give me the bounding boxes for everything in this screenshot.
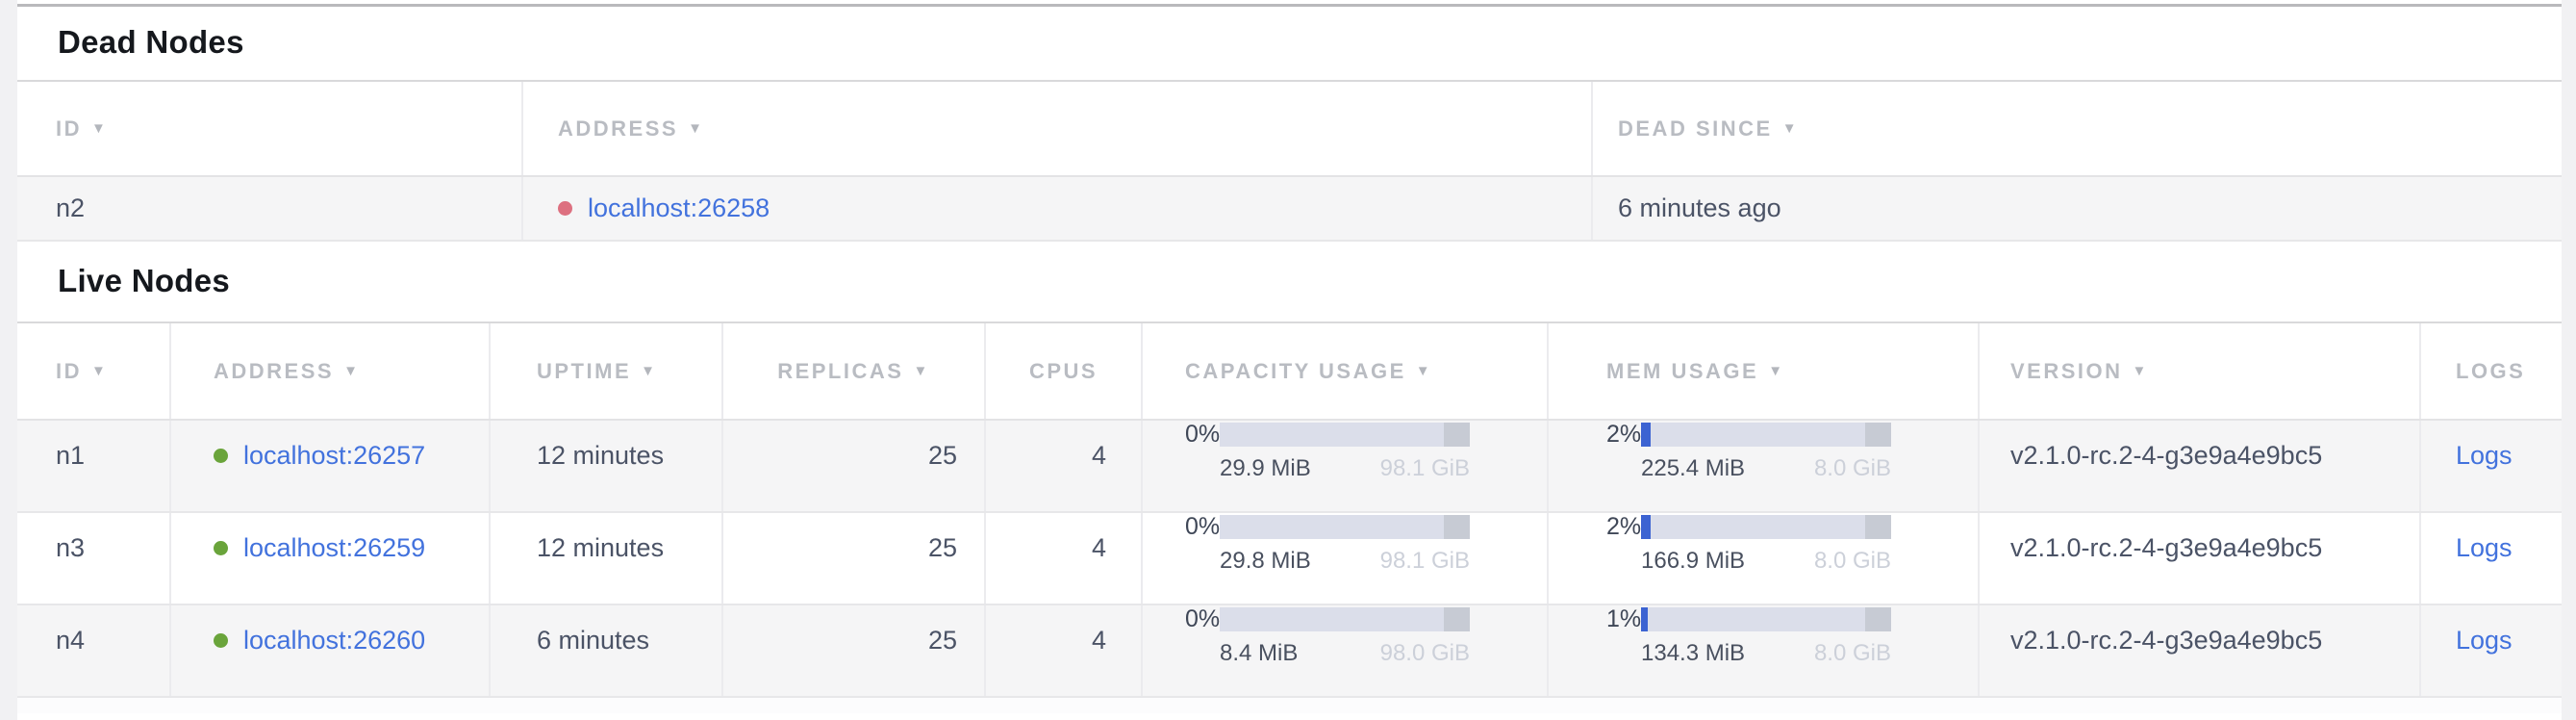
top-divider	[17, 4, 2562, 7]
live-col-header-uptime[interactable]: UPTIME ▼	[491, 323, 723, 419]
live-col-header-capacity-usage[interactable]: CAPACITY USAGE ▼	[1143, 323, 1549, 419]
node-mem-usage-cell: 2% 166.9 MiB 8.0 GiB	[1549, 513, 1980, 604]
node-status-dead-dot-icon	[558, 201, 572, 216]
sort-descending-icon: ▼	[1415, 363, 1433, 379]
node-version-cell: v2.1.0-rc.2-4-g3e9a4e9bc5	[1980, 421, 2421, 511]
mem-usage-bar	[1641, 606, 1891, 631]
node-uptime-cell: 12 minutes	[491, 513, 723, 604]
node-capacity-usage-cell: 0% 29.9 MiB 98.1 GiB	[1143, 421, 1549, 511]
mem-used: 166.9 MiB	[1641, 548, 1746, 574]
live-nodes-title: Live Nodes	[17, 242, 2562, 323]
capacity-usage-bar	[1220, 514, 1470, 539]
node-address-link[interactable]: localhost:26257	[243, 441, 426, 470]
dead-col-header-dead-since[interactable]: DEAD SINCE ▼	[1618, 116, 1800, 141]
node-capacity-usage-cell: 0% 29.8 MiB 98.1 GiB	[1143, 513, 1549, 604]
sort-descending-icon: ▼	[91, 120, 109, 137]
mem-percent: 2%	[1606, 420, 1642, 448]
live-col-header-address[interactable]: ADDRESS ▼	[171, 323, 491, 419]
node-cpus-cell: 4	[986, 421, 1143, 511]
node-address-link[interactable]: localhost:26260	[243, 626, 426, 655]
capacity-total: 98.0 GiB	[1379, 640, 1470, 666]
sort-descending-icon: ▼	[1781, 120, 1800, 137]
live-col-header-id[interactable]: ID ▼	[17, 323, 171, 419]
node-status-live-dot-icon	[214, 633, 228, 648]
logs-link[interactable]: Logs	[2456, 533, 2513, 562]
capacity-used: 29.8 MiB	[1220, 548, 1311, 574]
logs-link[interactable]: Logs	[2456, 626, 2513, 655]
dead-nodes-title: Dead Nodes	[17, 7, 2562, 82]
node-address-cell: localhost:26257	[171, 421, 491, 511]
mem-used: 134.3 MiB	[1641, 640, 1746, 666]
mem-percent: 1%	[1606, 604, 1642, 632]
capacity-percent: 0%	[1185, 512, 1221, 540]
mem-total: 8.0 GiB	[1813, 548, 1891, 574]
live-nodes-header-row: ID ▼ ADDRESS ▼ UPTIME ▼ REPLICAS ▼ CPUS …	[17, 323, 2562, 421]
capacity-percent: 0%	[1185, 604, 1221, 632]
sort-descending-icon: ▼	[913, 363, 930, 379]
capacity-total: 98.1 GiB	[1379, 548, 1470, 574]
capacity-usage-bar	[1220, 606, 1470, 631]
live-node-row: n4 localhost:26260 6 minutes 25 4 0% 8.4…	[17, 605, 2562, 698]
capacity-percent: 0%	[1185, 420, 1221, 448]
logs-link[interactable]: Logs	[2456, 441, 2513, 470]
live-node-row: n3 localhost:26259 12 minutes 25 4 0% 29…	[17, 513, 2562, 605]
node-mem-usage-cell: 2% 225.4 MiB 8.0 GiB	[1549, 421, 1980, 511]
node-status-live-dot-icon	[214, 541, 228, 555]
live-node-row: n1 localhost:26257 12 minutes 25 4 0% 29…	[17, 421, 2562, 513]
node-id-cell: n2	[17, 177, 523, 240]
sort-descending-icon: ▼	[2132, 363, 2149, 379]
mem-percent: 2%	[1606, 512, 1642, 540]
sort-descending-icon: ▼	[91, 363, 109, 379]
mem-usage-bar	[1641, 514, 1891, 539]
sort-descending-icon: ▼	[641, 363, 658, 379]
mem-usage-bar	[1641, 422, 1891, 447]
node-logs-cell: Logs	[2421, 421, 2562, 511]
node-cpus-cell: 4	[986, 605, 1143, 696]
dead-col-header-address[interactable]: ADDRESS ▼	[523, 82, 1593, 175]
capacity-total: 98.1 GiB	[1379, 455, 1470, 481]
node-capacity-usage-cell: 0% 8.4 MiB 98.0 GiB	[1143, 605, 1549, 696]
dead-node-row: n2 localhost:26258 6 minutes ago	[17, 177, 2562, 242]
node-address-link[interactable]: localhost:26258	[588, 193, 770, 222]
node-replicas-cell: 25	[723, 605, 986, 696]
live-col-header-logs: LOGS	[2456, 358, 2526, 383]
node-mem-usage-cell: 1% 134.3 MiB 8.0 GiB	[1549, 605, 1980, 696]
node-status-live-dot-icon	[214, 449, 228, 463]
mem-used: 225.4 MiB	[1641, 455, 1746, 481]
node-uptime-cell: 12 minutes	[491, 421, 723, 511]
top-strip	[17, 0, 2562, 4]
dead-since-cell: 6 minutes ago	[1618, 193, 1781, 222]
node-id-cell: n4	[17, 605, 171, 696]
live-col-header-mem-usage[interactable]: MEM USAGE ▼	[1549, 323, 1980, 419]
live-col-header-version[interactable]: VERSION ▼	[1980, 323, 2421, 419]
node-id-cell: n1	[17, 421, 171, 511]
node-uptime-cell: 6 minutes	[491, 605, 723, 696]
sort-descending-icon: ▼	[688, 120, 705, 137]
node-replicas-cell: 25	[723, 513, 986, 604]
node-replicas-cell: 25	[723, 421, 986, 511]
node-id-cell: n3	[17, 513, 171, 604]
capacity-usage-bar	[1220, 422, 1470, 447]
bottom-strip	[17, 698, 2562, 713]
capacity-used: 29.9 MiB	[1220, 455, 1311, 481]
node-version-cell: v2.1.0-rc.2-4-g3e9a4e9bc5	[1980, 513, 2421, 604]
node-address-cell: localhost:26258	[523, 177, 1593, 240]
node-version-cell: v2.1.0-rc.2-4-g3e9a4e9bc5	[1980, 605, 2421, 696]
dead-nodes-header-row: ID ▼ ADDRESS ▼ DEAD SINCE ▼	[17, 82, 2562, 177]
node-cpus-cell: 4	[986, 513, 1143, 604]
node-logs-cell: Logs	[2421, 513, 2562, 604]
sort-descending-icon: ▼	[1768, 363, 1785, 379]
node-address-cell: localhost:26259	[171, 513, 491, 604]
mem-total: 8.0 GiB	[1813, 640, 1891, 666]
node-logs-cell: Logs	[2421, 605, 2562, 696]
sort-descending-icon: ▼	[343, 363, 361, 379]
live-col-header-replicas[interactable]: REPLICAS ▼	[723, 323, 986, 419]
capacity-used: 8.4 MiB	[1220, 640, 1299, 666]
mem-total: 8.0 GiB	[1813, 455, 1891, 481]
node-list-panel: Dead Nodes ID ▼ ADDRESS ▼ DEAD SINCE ▼ n…	[17, 0, 2562, 720]
live-col-header-cpus[interactable]: CPUS	[986, 323, 1143, 419]
dead-col-header-id[interactable]: ID ▼	[17, 82, 523, 175]
node-address-link[interactable]: localhost:26259	[243, 533, 426, 562]
node-address-cell: localhost:26260	[171, 605, 491, 696]
